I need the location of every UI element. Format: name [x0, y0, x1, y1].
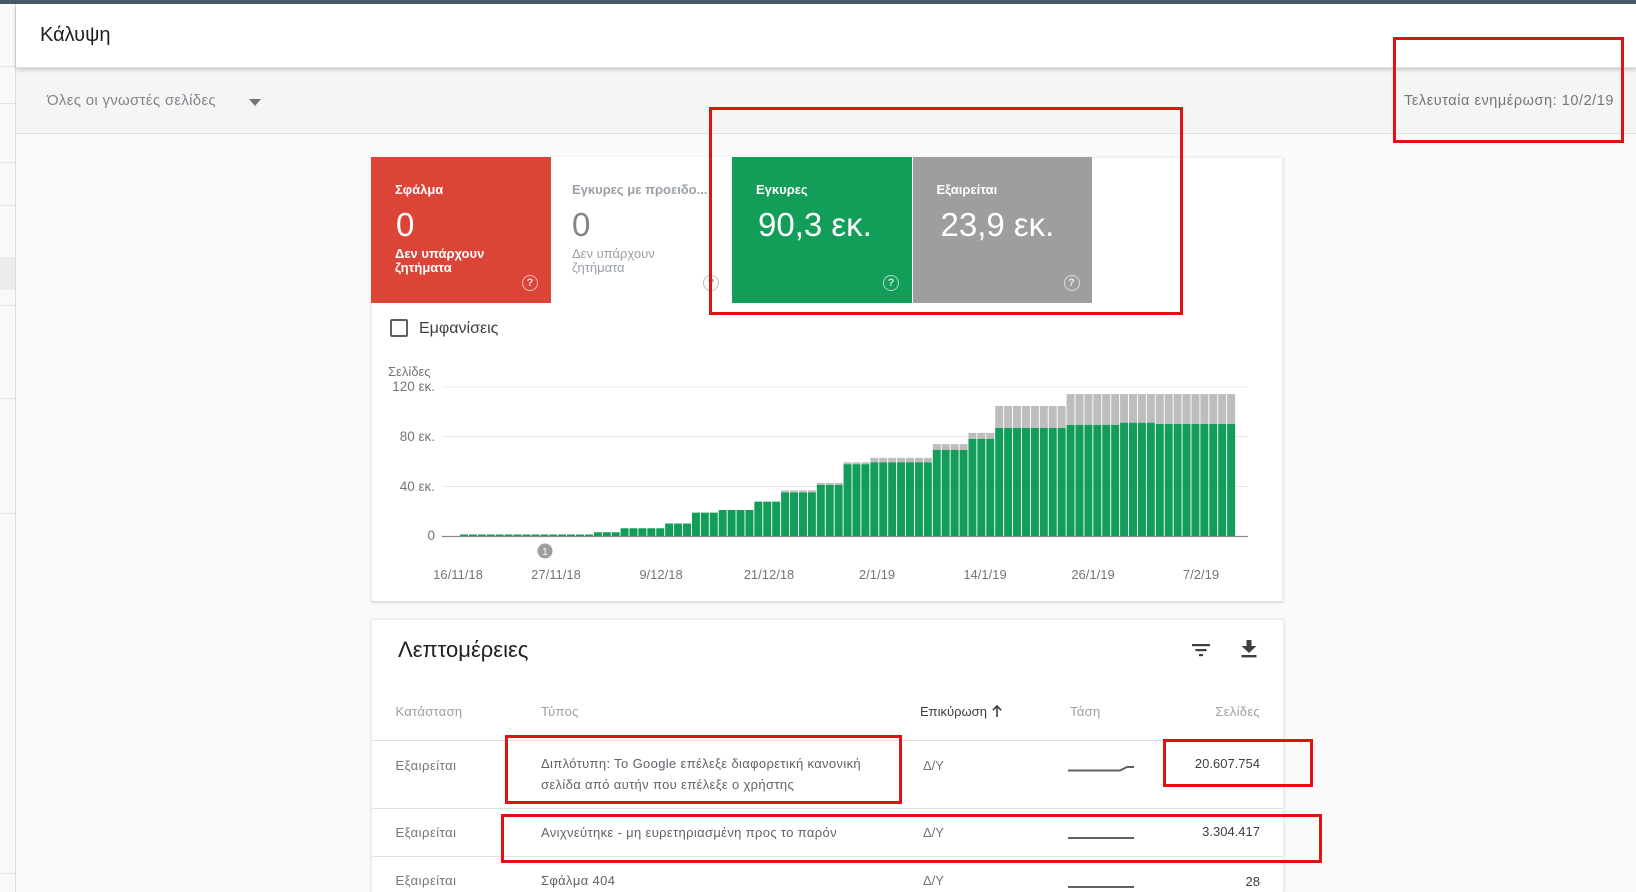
svg-text:1: 1 — [542, 547, 548, 558]
